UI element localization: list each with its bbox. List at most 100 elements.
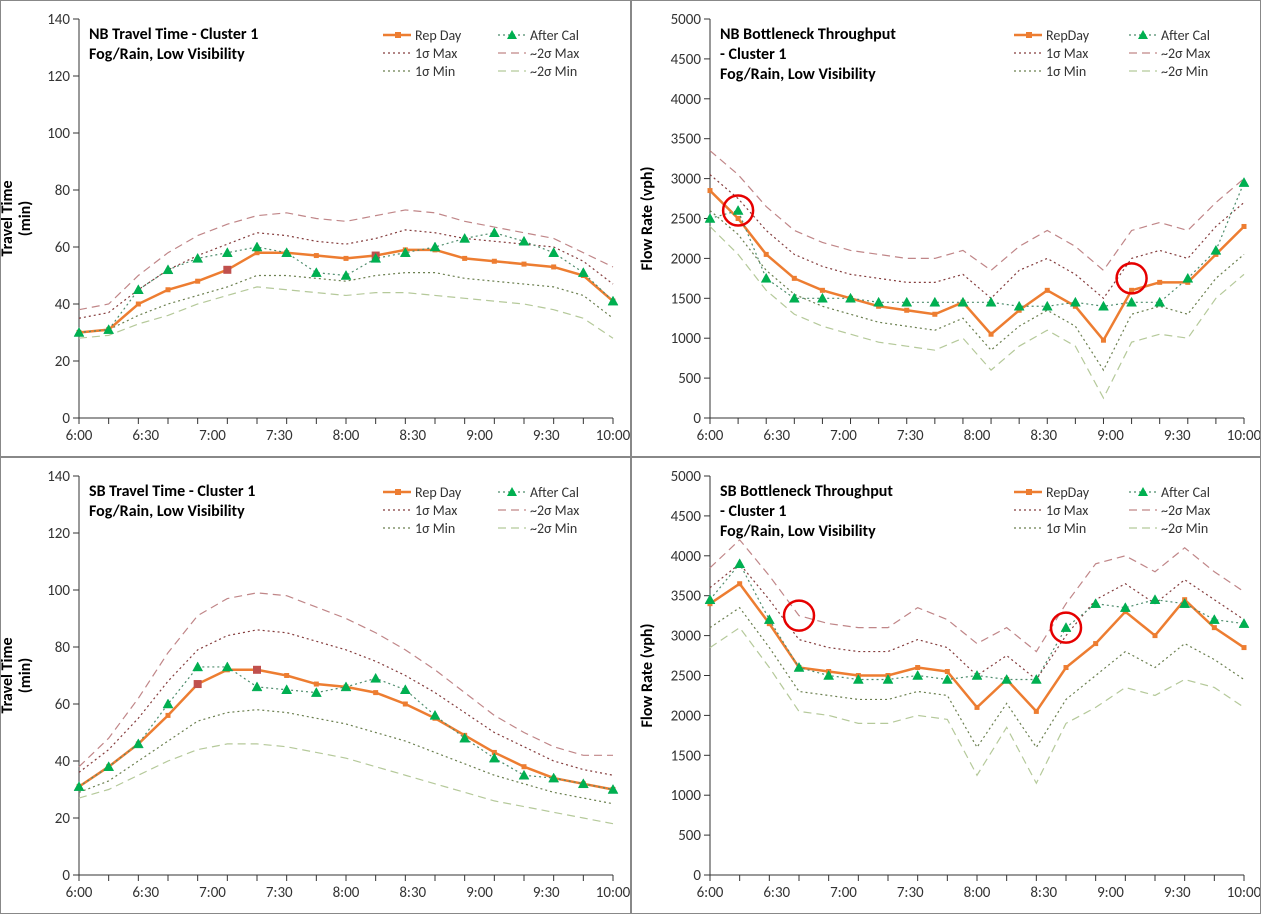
x-tick-label: 9:30 (533, 427, 560, 445)
chart-title: Fog/Rain, Low Visibility (720, 65, 876, 84)
x-tick-label: 6:00 (696, 427, 723, 445)
chart-title: SB Bottleneck Throughput (720, 482, 893, 501)
y-tick-label: 2500 (670, 211, 701, 229)
legend-label: After Cal (1161, 484, 1210, 501)
y-tick-label: 2000 (670, 707, 701, 725)
y-tick-label: 5000 (670, 11, 701, 29)
chart-grid: 0 20 40 60 80 100 120 140 6:00 6:30 7:00 7:30 8:00 8:… (0, 0, 1261, 914)
x-tick-label: 6:30 (763, 427, 790, 445)
x-tick-label: 6:00 (66, 884, 93, 902)
legend-label: 1σ Min (1046, 63, 1086, 80)
chart-title: NB Travel Time - Cluster 1 (89, 25, 258, 44)
legend-label: After Cal (530, 27, 579, 44)
chart-title: - Cluster 1 (720, 502, 787, 521)
y-tick-label: 120 (47, 525, 70, 543)
x-tick-label: 7:00 (830, 884, 857, 902)
x-tick-label: 6:30 (132, 427, 159, 445)
legend-label: Rep Day (415, 484, 462, 501)
y-tick-label: 1000 (670, 787, 701, 805)
chart-title: - Cluster 1 (720, 45, 787, 64)
legend-label: ~2σ Max (530, 45, 579, 62)
y-tick-label: 80 (55, 182, 71, 200)
legend-label: ~2σ Max (530, 502, 579, 519)
y-tick-label: 4500 (670, 508, 701, 526)
legend-label: 1σ Max (1046, 502, 1088, 519)
legend-label: After Cal (1161, 27, 1210, 44)
x-tick-label: 9:30 (1163, 427, 1190, 445)
chart-title: Fog/Rain, Low Visibility (720, 522, 876, 541)
x-tick-label: 6:30 (132, 884, 159, 902)
y-tick-label: 3000 (670, 171, 701, 189)
x-tick-label: 7:00 (199, 427, 226, 445)
y-tick-label: 1000 (670, 330, 701, 348)
chart-title: Fog/Rain, Low Visibility (89, 502, 245, 521)
legend-label: ~2σ Min (530, 520, 577, 537)
x-tick-label: 7:00 (830, 427, 857, 445)
sb-bottleneck-throughput: 0500100015002000250030003500400045005000… (631, 457, 1261, 914)
nb-bottleneck-throughput: 0500100015002000250030003500400045005000… (631, 0, 1261, 457)
y-tick-label: 100 (47, 582, 70, 600)
x-tick-label: 9:30 (1163, 884, 1190, 902)
y-tick-label: 40 (55, 296, 71, 314)
y-tick-label: 3000 (670, 628, 701, 646)
x-tick-label: 7:30 (896, 427, 923, 445)
x-tick-label: 6:00 (696, 884, 723, 902)
x-tick-label: 7:30 (266, 884, 293, 902)
chart-title: NB Bottleneck Throughput (720, 25, 896, 44)
legend-label: 1σ Min (415, 63, 455, 80)
legend-label: 1σ Max (415, 502, 457, 519)
legend-label: 1σ Max (1046, 45, 1088, 62)
legend-label: ~2σ Max (1161, 45, 1210, 62)
y-tick-label: 0 (62, 867, 70, 885)
y-tick-label: 140 (47, 11, 70, 29)
y-tick-label: 120 (47, 68, 70, 86)
x-tick-label: 7:00 (199, 884, 226, 902)
x-tick-label: 8:30 (1030, 427, 1057, 445)
x-tick-label: 6:30 (763, 884, 790, 902)
y-tick-label: 40 (55, 753, 71, 771)
legend-label: RepDay (1046, 27, 1090, 44)
y-tick-label: 0 (693, 410, 701, 428)
legend-label: ~2σ Min (1161, 63, 1208, 80)
y-tick-label: 1500 (670, 747, 701, 765)
x-tick-label: 7:30 (266, 427, 293, 445)
y-tick-label: 1500 (670, 290, 701, 308)
x-tick-label: 8:30 (399, 884, 426, 902)
y-tick-label: 4000 (670, 548, 701, 566)
y-tick-label: 500 (678, 370, 701, 388)
x-tick-label: 8:00 (333, 884, 360, 902)
sb-travel-time: 0204060801001201406:006:307:007:308:008:… (0, 457, 631, 914)
y-tick-label: 0 (62, 410, 70, 428)
legend-label: RepDay (1046, 484, 1090, 501)
y-axis-label: (min) (16, 201, 35, 237)
y-tick-label: 5000 (670, 468, 701, 486)
y-tick-label: 2000 (670, 250, 701, 268)
y-tick-label: 60 (55, 696, 71, 714)
y-tick-label: 20 (55, 810, 71, 828)
legend-label: 1σ Max (415, 45, 457, 62)
x-tick-label: 6:00 (66, 427, 93, 445)
y-axis-label: Travel Time (1, 180, 17, 256)
x-tick-label: 10:00 (1226, 884, 1261, 902)
y-tick-label: 500 (678, 827, 701, 845)
y-tick-label: 140 (47, 468, 70, 486)
x-tick-label: 9:30 (533, 884, 560, 902)
legend-label: ~2σ Max (1161, 502, 1210, 519)
chart-title: Fog/Rain, Low Visibility (89, 45, 245, 64)
x-tick-label: 10:00 (1226, 427, 1261, 445)
y-axis-label: Travel Time (1, 637, 17, 713)
x-tick-label: 8:30 (1030, 884, 1057, 902)
legend-label: ~2σ Min (1161, 520, 1208, 537)
y-tick-label: 2500 (670, 668, 701, 686)
x-tick-label: 8:30 (399, 427, 426, 445)
y-tick-label: 20 (55, 353, 71, 371)
y-tick-label: 3500 (670, 588, 701, 606)
legend-label: After Cal (530, 484, 579, 501)
x-tick-label: 9:00 (466, 884, 493, 902)
legend-label: 1σ Min (415, 520, 455, 537)
legend-label: ~2σ Min (530, 63, 577, 80)
y-axis-label: Flow Rate (vph) (638, 624, 657, 728)
y-tick-label: 100 (47, 125, 70, 143)
x-tick-label: 10:00 (596, 884, 631, 902)
x-tick-label: 9:00 (466, 427, 493, 445)
